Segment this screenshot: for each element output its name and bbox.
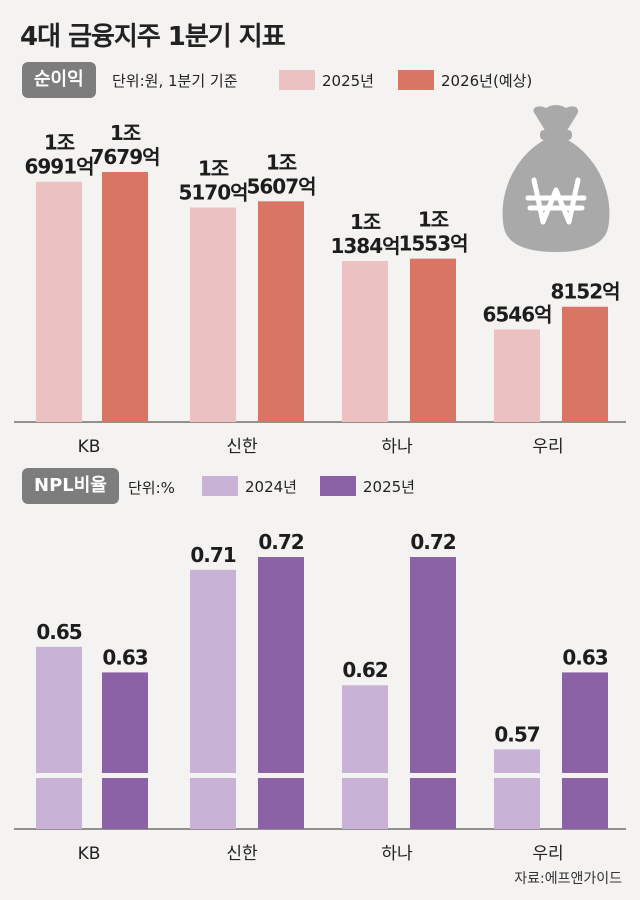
category-label: KB bbox=[78, 844, 101, 864]
axis-break-gap bbox=[340, 773, 390, 778]
source-note: 자료:에프앤가이드 bbox=[514, 871, 622, 887]
data-label: 1553억 bbox=[398, 232, 467, 256]
data-label: 6546억 bbox=[482, 302, 551, 326]
axis-break-gap bbox=[408, 773, 458, 778]
net-income-badge: 순이익 bbox=[22, 62, 96, 98]
data-label: 0.65 bbox=[36, 620, 81, 644]
category-label: 우리 bbox=[532, 437, 563, 457]
data-label: 8152억 bbox=[550, 280, 619, 304]
bar-KB-2025년 bbox=[36, 181, 82, 422]
npl-ratio-chart: 0.65 0.71 0.62 0.57 0.63 0.72 0.72 0.63 KB 신한 하나 우리 bbox=[14, 530, 626, 864]
legend-swatch-2026 bbox=[398, 70, 434, 90]
data-label: 0.63 bbox=[102, 645, 147, 669]
npl-ratio-badge: NPL비율 bbox=[22, 468, 119, 504]
data-label: 0.62 bbox=[342, 658, 387, 682]
bar-신한-2024년 bbox=[190, 569, 236, 829]
axis-break-gap bbox=[560, 773, 610, 778]
data-label: 0.72 bbox=[410, 530, 455, 554]
axis-break-gap bbox=[256, 773, 306, 778]
bar-하나-2025년 bbox=[342, 261, 388, 422]
legend-label-2025: 2025년 bbox=[322, 72, 374, 90]
axis-break-gap bbox=[492, 773, 542, 778]
bar-신한-2025년 bbox=[190, 207, 236, 422]
data-label: 1조 bbox=[110, 121, 141, 145]
bar-우리-2024년 bbox=[494, 749, 540, 829]
category-label: 하나 bbox=[381, 437, 413, 457]
category-label: 신한 bbox=[226, 437, 258, 457]
bar-KB-2026년(예상) bbox=[102, 172, 148, 422]
bar-신한-2026년(예상) bbox=[258, 201, 304, 422]
npl-ratio-unit: 단위:% bbox=[128, 479, 175, 497]
page-title: 4대 금융지주 1분기 지표 bbox=[20, 22, 286, 52]
data-label: 0.57 bbox=[494, 722, 539, 746]
data-label: 0.63 bbox=[562, 645, 607, 669]
data-label: 1조 bbox=[44, 131, 75, 155]
bar-신한-2025년 bbox=[258, 557, 304, 829]
legend-label-2026: 2026년(예상) bbox=[441, 72, 533, 90]
bar-우리-2025년 bbox=[562, 672, 608, 829]
data-label: 5607억 bbox=[246, 174, 315, 198]
data-label: 1조 bbox=[198, 156, 229, 180]
bar-KB-2024년 bbox=[36, 646, 82, 829]
axis-break-gap bbox=[34, 773, 84, 778]
data-label: 1조 bbox=[266, 150, 297, 174]
bar-우리-2026년(예상) bbox=[562, 306, 608, 422]
data-label: 6991억 bbox=[24, 155, 93, 179]
data-label: 7679억 bbox=[90, 145, 159, 169]
legend-swatch-2025b bbox=[320, 476, 356, 496]
net-income-unit: 단위:원, 1분기 기준 bbox=[112, 72, 238, 90]
bar-하나-2024년 bbox=[342, 685, 388, 829]
bar-KB-2025년 bbox=[102, 672, 148, 829]
bar-하나-2025년 bbox=[410, 557, 456, 829]
axis-break-gap bbox=[100, 773, 150, 778]
data-label: 0.72 bbox=[258, 530, 303, 554]
data-label: 1조 bbox=[418, 208, 449, 232]
money-bag-won-icon bbox=[502, 105, 610, 252]
legend-label-2025b: 2025년 bbox=[363, 478, 415, 496]
data-label: 5170억 bbox=[178, 180, 247, 204]
data-label: 1384억 bbox=[330, 234, 399, 258]
axis-break-gap bbox=[188, 773, 238, 778]
data-label: 0.71 bbox=[190, 543, 235, 567]
legend-swatch-2025 bbox=[279, 70, 315, 90]
data-label: 1조 bbox=[350, 210, 381, 234]
legend-swatch-2024 bbox=[202, 476, 238, 496]
legend-label-2024: 2024년 bbox=[245, 478, 297, 496]
bar-우리-2025년 bbox=[494, 329, 540, 422]
category-label: 하나 bbox=[381, 844, 413, 864]
category-label: 신한 bbox=[226, 844, 258, 864]
category-label: 우리 bbox=[532, 844, 563, 864]
category-label: KB bbox=[78, 437, 101, 457]
bar-하나-2026년(예상) bbox=[410, 258, 456, 422]
